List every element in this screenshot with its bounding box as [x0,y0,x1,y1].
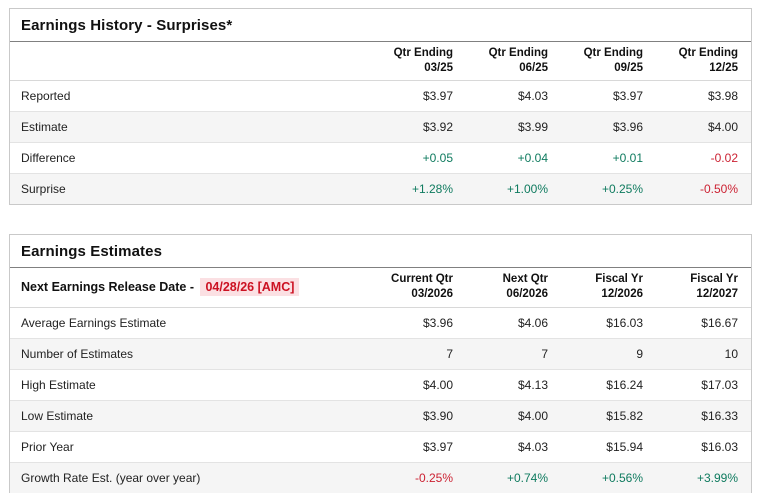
value-cell: +0.04 [466,142,561,174]
column-header: Qtr Ending 09/25 [561,42,656,82]
value-cell: -0.25% [371,461,466,493]
row-label: Low Estimate [10,399,371,432]
column-header-line2: 03/25 [424,61,453,74]
value-cell: 7 [466,337,561,370]
column-header: Qtr Ending 06/25 [466,42,561,82]
table-row: Estimate $3.92 $3.99 $3.96 $4.00 [10,111,751,143]
table-row: Growth Rate Est. (year over year) -0.25% +… [10,461,751,493]
value-cell: 7 [371,337,466,370]
next-earnings-release-label: Next Earnings Release Date - [21,280,198,295]
value-cell: $4.00 [371,368,466,401]
value-cell: $3.98 [707,89,738,104]
column-header-line2: 09/25 [614,61,643,74]
column-header-line2: 03/2026 [411,288,453,301]
column-header-line1: Next Qtr [502,273,548,286]
value-cell: $3.97 [612,89,643,104]
row-label: Reported [21,89,71,104]
value-cell: $16.24 [561,368,656,401]
table-row: Difference +0.05 +0.04 +0.01 -0.02 [10,142,751,174]
column-header-line2: 12/2026 [601,288,643,301]
value-cell: +1.28% [371,173,466,205]
row-label: Difference [10,142,371,174]
column-header-line2: 12/25 [709,61,738,74]
value-cell: $16.03 [606,315,643,330]
earnings-estimates-table: Next Earnings Release Date - 04/28/26 [A… [10,268,751,493]
earnings_history-header-row: Qtr Ending 03/25 Qtr Ending 06/25 Qtr Ending… [10,42,751,82]
value-cell: $15.82 [561,399,656,432]
value-cell: +0.05 [371,142,466,174]
column-header: Qtr Ending 12/25 [656,42,751,82]
column-header-line2: 06/2026 [506,288,548,301]
earnings_estimates-header-row: Next Earnings Release Date - 04/28/26 [A… [10,268,751,308]
value-cell: +0.01 [561,142,656,174]
earnings-estimates-card: Earnings Estimates Next Earnings Release… [9,234,752,493]
column-header-line2: 12/2027 [696,288,738,301]
table-row: Prior Year $3.97 $4.03 $15.94 $16.03 [10,430,751,463]
value-cell: $4.13 [466,368,561,401]
column-header-line1: Qtr Ending [393,47,453,59]
column-header-line1: Qtr Ending [678,47,738,59]
row-label: Prior Year [10,430,371,463]
value-cell: $4.00 [466,399,561,432]
value-cell: +0.74% [466,461,561,493]
value-cell: $3.92 [371,111,466,143]
column-header: Fiscal Yr 12/2026 [561,268,656,308]
value-cell: $4.03 [517,89,548,104]
value-cell: -0.02 [656,142,751,174]
value-cell: $16.03 [656,430,751,463]
column-header-line1: Current Qtr [391,273,453,286]
value-cell: $3.96 [561,111,656,143]
row-label: Growth Rate Est. (year over year) [10,461,371,493]
row-label: Estimate [10,111,371,143]
earnings-history-card: Earnings History - Surprises* Qtr Ending… [9,8,752,206]
value-cell: $15.94 [561,430,656,463]
row-label: High Estimate [10,368,371,401]
value-cell: $3.97 [422,89,453,104]
next-earnings-release-date: 04/28/26 [AMC] [200,278,300,297]
value-cell: +0.25% [561,173,656,205]
value-cell: $3.90 [371,399,466,432]
row-label: Number of Estimates [10,337,371,370]
earnings-history-table: Qtr Ending 03/25 Qtr Ending 06/25 Qtr Ending… [10,42,751,205]
value-cell: $4.03 [466,430,561,463]
table-row: Low Estimate $3.90 $4.00 $15.82 $16.33 [10,399,751,432]
column-header: Qtr Ending 03/25 [371,42,466,82]
table-row: Number of Estimates 7 7 9 10 [10,337,751,370]
column-header: Current Qtr 03/2026 [371,268,466,308]
row-label: Average Earnings Estimate [21,315,167,330]
column-header-line2: 06/25 [519,61,548,74]
value-cell: +1.00% [466,173,561,205]
earnings-estimates-title: Earnings Estimates [10,235,751,269]
column-header: Fiscal Yr 12/2027 [656,268,751,308]
value-cell: 10 [656,337,751,370]
value-cell: $4.00 [656,111,751,143]
column-header-line1: Fiscal Yr [595,273,643,286]
earnings_history-corner-cell [10,42,371,82]
table-row: Average Earnings Estimate $3.96 $4.06 $16.0… [10,307,751,338]
value-cell: $4.06 [517,315,548,330]
value-cell: 9 [561,337,656,370]
earnings_estimates-corner-cell: Next Earnings Release Date - 04/28/26 [A… [10,268,371,308]
value-cell: $16.33 [656,399,751,432]
column-header-line1: Fiscal Yr [690,273,738,286]
value-cell: $17.03 [656,368,751,401]
value-cell: $3.97 [371,430,466,463]
value-cell: $16.67 [701,315,738,330]
column-header: Next Qtr 06/2026 [466,268,561,308]
value-cell: +3.99% [656,461,751,493]
earnings-history-title: Earnings History - Surprises* [10,9,751,42]
value-cell: -0.50% [656,173,751,205]
table-row: High Estimate $4.00 $4.13 $16.24 $17.03 [10,368,751,401]
table-row: Surprise +1.28% +1.00% +0.25% -0.50% [10,173,751,205]
row-label: Surprise [10,173,371,205]
column-header-line1: Qtr Ending [583,47,643,59]
value-cell: $3.99 [466,111,561,143]
value-cell: +0.56% [561,461,656,493]
column-header-line1: Qtr Ending [488,47,548,59]
value-cell: $3.96 [422,315,453,330]
table-row: Reported $3.97 $4.03 $3.97 $3.98 [10,81,751,112]
